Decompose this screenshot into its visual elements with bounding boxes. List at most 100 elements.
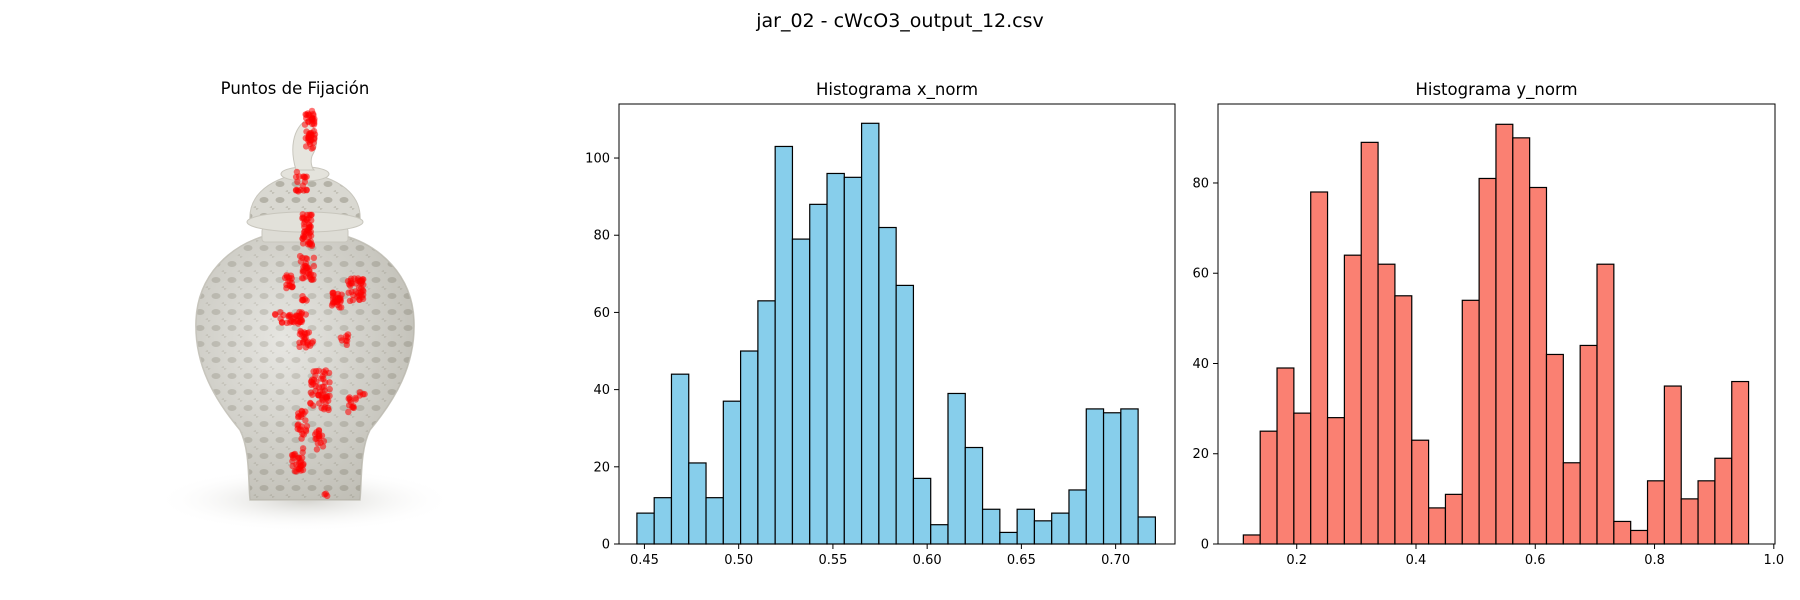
figure-suptitle: jar_02 - cWcO3_output_12.csv: [755, 10, 1044, 32]
fixation-point: [299, 466, 307, 474]
y-tick-label: 80: [593, 229, 610, 244]
histogram-bar: [1495, 123, 1514, 545]
fixation-point: [295, 414, 302, 421]
histogram-bar: [981, 508, 1001, 545]
fixation-point: [309, 144, 317, 151]
fixation-point: [326, 385, 333, 393]
fixation-point: [314, 440, 321, 447]
fixation-point: [352, 288, 359, 295]
histogram-bar: [739, 350, 759, 545]
histogram-bar: [895, 284, 915, 545]
histogram-bar: [688, 462, 707, 545]
histogram-bar: [1102, 412, 1122, 545]
histogram-y-norm-axes-frame: [1217, 103, 1776, 545]
fixation-point: [303, 128, 310, 135]
fixation-point: [298, 318, 305, 325]
x-tick-label: 0.50: [724, 553, 753, 568]
fixation-point: [296, 173, 303, 180]
histogram-x-norm-y-axis: 0 20 40 60 80 100: [585, 152, 619, 553]
histogram-x-norm-title: Histograma x_norm: [816, 80, 978, 100]
fixation-point: [288, 284, 296, 291]
fixation-point: [325, 406, 332, 414]
x-tick-label: 0.4: [1406, 553, 1427, 568]
histogram-x-norm-axes-frame: [618, 103, 1176, 545]
x-tick-label: 0.45: [630, 553, 659, 568]
histogram-bar: [809, 203, 828, 545]
y-tick-label: 20: [1192, 447, 1209, 462]
histogram-bar: [1033, 520, 1053, 545]
fixation-point: [319, 373, 326, 380]
x-tick-label: 0.8: [1644, 553, 1665, 568]
histogram-bar: [1545, 353, 1564, 545]
fixation-point: [305, 329, 313, 336]
histogram-x-norm: Histograma x_norm 0.45 0.50 0.55 0.60 0.65 0.…: [585, 80, 1176, 568]
histogram-bar: [1016, 508, 1036, 545]
y-tick-label: 80: [1192, 176, 1209, 191]
histogram-bar: [1630, 529, 1649, 545]
histogram-bar: [636, 512, 655, 545]
histogram-bar: [1427, 507, 1447, 545]
histogram-bar: [1579, 344, 1598, 545]
fixation-point: [299, 182, 306, 189]
histogram-bar: [1411, 439, 1430, 545]
histogram-bar: [1444, 493, 1463, 545]
fixation-point: [294, 178, 301, 185]
fixation-point: [310, 262, 318, 270]
fixation-point: [311, 431, 319, 438]
fixation-point: [290, 315, 297, 322]
fixation-point: [296, 343, 303, 350]
histogram-bar: [1646, 480, 1665, 545]
histogram-bar: [860, 122, 880, 545]
histogram-bar: [1596, 263, 1615, 545]
fixation-point: [310, 402, 317, 409]
x-tick-label: 0.6: [1525, 553, 1546, 568]
y-tick-label: 60: [593, 306, 610, 321]
histogram-bar: [1394, 295, 1413, 545]
histogram-bar: [1377, 263, 1396, 545]
fixation-point: [295, 188, 302, 195]
histogram-bar: [1613, 520, 1632, 545]
fixation-point: [293, 461, 300, 468]
histogram-bar: [1731, 380, 1750, 545]
fixation-point: [309, 120, 316, 128]
fixation-point: [272, 311, 279, 318]
fixation-point: [345, 408, 352, 416]
fixation-point: [315, 367, 322, 375]
histogram-x-norm-x-axis: 0.45 0.50 0.55 0.60 0.65 0.70: [630, 544, 1130, 568]
histogram-bar: [653, 497, 673, 545]
histogram-bar: [1360, 141, 1379, 545]
histogram-bar: [722, 400, 742, 545]
fixation-point: [305, 224, 312, 231]
y-tick-label: 20: [593, 460, 610, 475]
fixation-point: [310, 368, 317, 375]
histogram-bar: [670, 373, 690, 545]
fixation-point: [360, 281, 367, 288]
fixation-point: [320, 438, 328, 445]
histogram-bar: [1714, 457, 1733, 545]
histogram-bar: [1310, 191, 1329, 545]
histogram-bar: [1478, 177, 1497, 545]
fixation-point: [346, 297, 354, 304]
fixation-point: [296, 252, 304, 260]
fixation-points: [271, 107, 368, 500]
histogram-bar: [1120, 408, 1139, 545]
histogram-bar: [999, 531, 1018, 545]
fixation-point: [347, 282, 354, 289]
x-tick-label: 0.65: [1007, 553, 1036, 568]
histogram-bar: [930, 524, 949, 545]
fixation-point: [289, 452, 297, 459]
fixation-point: [300, 187, 307, 194]
fixation-point: [306, 138, 313, 146]
histogram-bar: [757, 300, 776, 545]
fixation-point: [313, 446, 321, 453]
histogram-bar: [791, 238, 811, 545]
fixation-point: [309, 391, 316, 398]
histogram-bar: [1562, 462, 1581, 545]
fixation-point: [348, 275, 355, 282]
histogram-bar: [843, 176, 863, 545]
fixation-point: [299, 445, 307, 452]
fixation-point: [280, 311, 287, 319]
fixation-point: [348, 403, 356, 411]
fixation-point: [308, 211, 315, 218]
